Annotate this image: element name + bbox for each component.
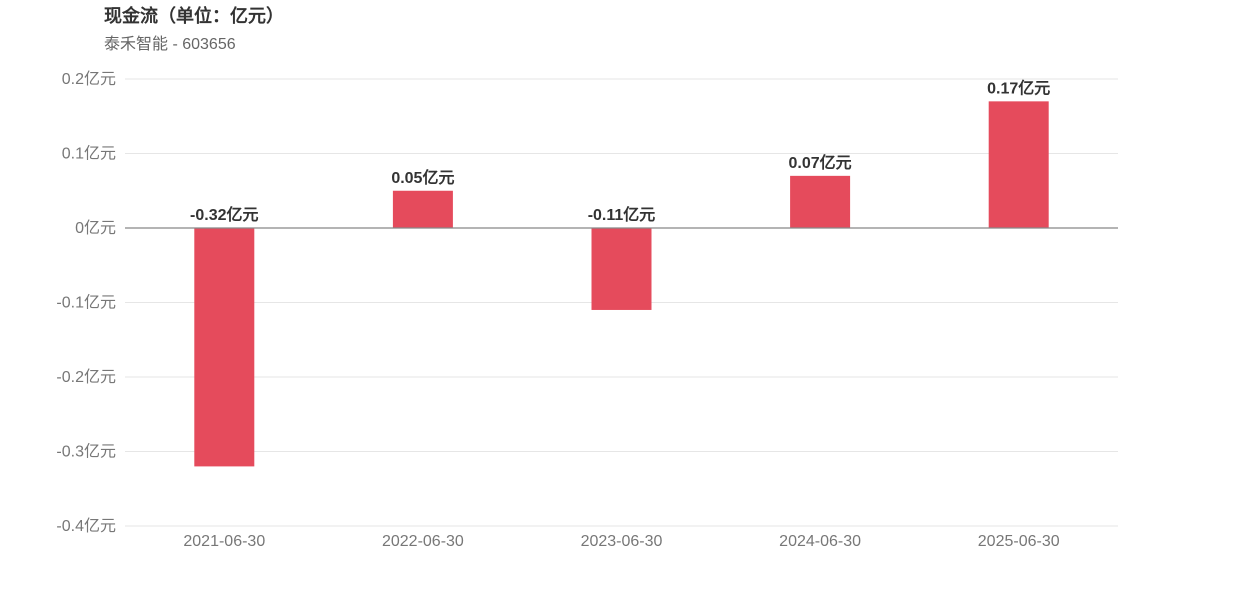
x-tick-label: 2021-06-30 [183,533,265,550]
x-axis-ticks: 2021-06-30 2022-06-30 2023-06-30 2024-06-30… [183,533,1059,550]
bar[interactable] [591,228,652,310]
x-tick-label: 2022-06-30 [382,533,464,550]
bar[interactable] [790,175,851,228]
chart-subtitle: 泰禾智能 - 603656 [104,36,236,53]
data-label: 0.07亿元 [789,153,852,172]
data-labels: -0.32亿元 0.05亿元 -0.11亿元 0.07亿元 0.17亿元 [190,78,1050,224]
x-tick-label: 2025-06-30 [978,533,1060,550]
bar[interactable] [194,228,255,467]
y-tick-label: 0.1亿元 [62,145,116,163]
data-label: 0.05亿元 [391,168,454,187]
y-tick-label: 0.2亿元 [62,70,116,88]
x-tick-label: 2024-06-30 [779,533,861,550]
data-label: -0.32亿元 [190,205,258,224]
bar[interactable] [988,101,1049,228]
bars [194,101,1049,467]
y-tick-label: 0亿元 [75,219,116,237]
y-tick-label: -0.1亿元 [56,294,116,312]
grid-lines [125,78,1118,527]
y-tick-label: -0.2亿元 [56,368,116,386]
data-label: 0.17亿元 [987,78,1050,97]
x-tick-label: 2023-06-30 [581,533,663,550]
chart-title: 现金流（单位：亿元） [104,6,284,26]
y-tick-label: -0.3亿元 [56,443,116,461]
data-label: -0.11亿元 [588,205,656,224]
bar[interactable] [392,190,453,228]
y-tick-label: -0.4亿元 [56,517,116,535]
y-axis-ticks: 0.2亿元 0.1亿元 0亿元 -0.1亿元 -0.2亿元 -0.3亿元 -0.4亿元 [56,70,116,535]
